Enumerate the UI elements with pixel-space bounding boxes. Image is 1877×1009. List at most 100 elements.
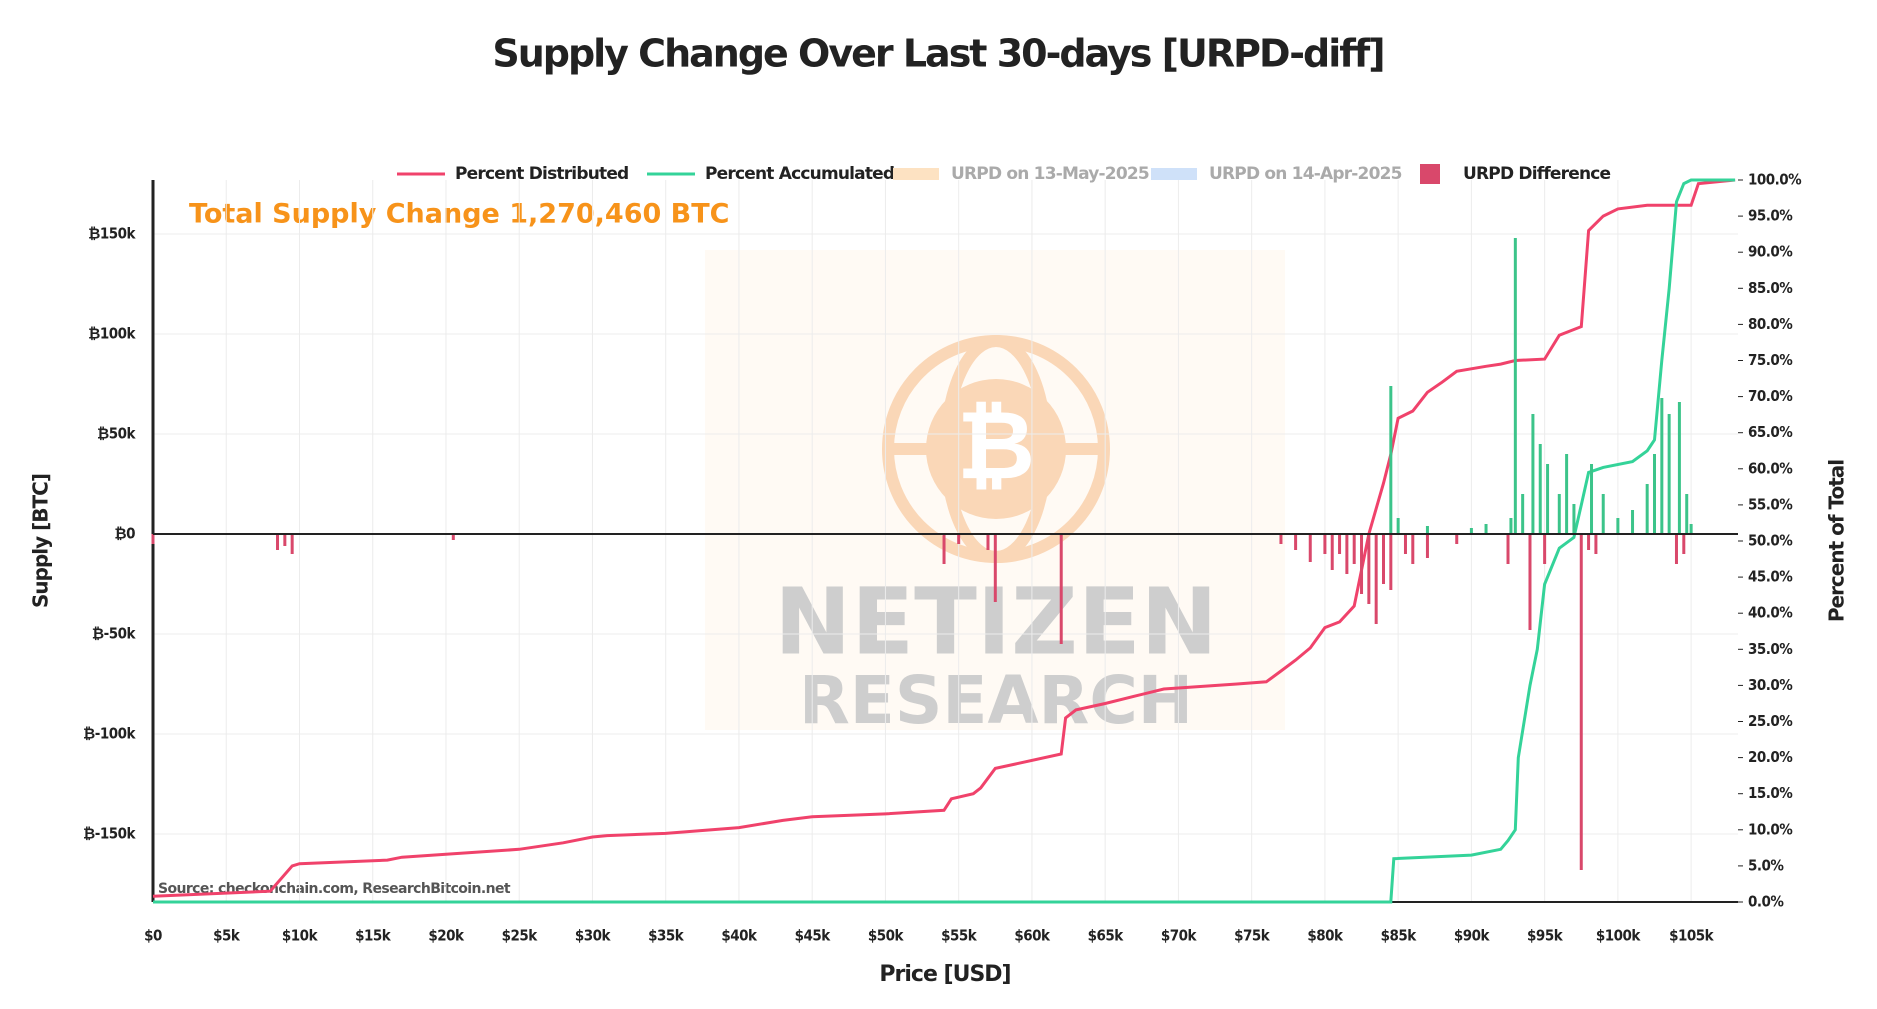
bar xyxy=(1543,534,1547,564)
y-tick-label: ₿50k xyxy=(97,425,137,443)
y2-tick-label: 90.0% xyxy=(1748,243,1793,261)
bar xyxy=(1484,524,1488,534)
bar xyxy=(1590,464,1594,534)
x-tick-label: $45k xyxy=(795,927,832,945)
bar xyxy=(993,534,997,602)
line xyxy=(153,178,1736,904)
bar xyxy=(1389,534,1393,590)
y2-tick-label: 0.0% xyxy=(1748,893,1784,911)
y2-tick-label: 50.0% xyxy=(1748,532,1793,550)
bar xyxy=(1455,534,1459,544)
bar xyxy=(1557,494,1561,534)
x-tick-label: $50k xyxy=(868,927,905,945)
bar xyxy=(1616,518,1620,534)
x-tick-label: $105k xyxy=(1669,927,1715,945)
y2-tick-label: 10.0% xyxy=(1748,820,1793,838)
bar xyxy=(1411,534,1415,564)
bar xyxy=(1279,534,1283,544)
x-tick-label: $25k xyxy=(502,927,539,945)
bar xyxy=(1506,534,1510,564)
bar xyxy=(451,534,455,540)
y-tick-label: ₿150k xyxy=(88,225,136,243)
bar xyxy=(1689,524,1693,534)
x-tick-label: $100k xyxy=(1596,927,1642,945)
watermark-coin xyxy=(926,379,1066,519)
watermark: ₿ NETIZEN RESEARCH xyxy=(705,250,1285,739)
y2-tick-label: 45.0% xyxy=(1748,568,1793,586)
y2-tick-label: 80.0% xyxy=(1748,315,1793,333)
x-tick-label: $40k xyxy=(721,927,758,945)
y2-tick-label: 55.0% xyxy=(1748,495,1793,513)
x-tick-label: $80k xyxy=(1307,927,1344,945)
bar xyxy=(957,534,961,544)
bar xyxy=(1360,534,1364,594)
bar xyxy=(1653,454,1657,534)
legend-label: Percent Distributed xyxy=(455,164,628,184)
bar xyxy=(1538,444,1542,534)
bar xyxy=(1338,534,1342,554)
legend-swatch xyxy=(1420,164,1440,184)
chart-title: Supply Change Over Last 30-days [URPD-di… xyxy=(492,32,1383,76)
x-tick-label: $0 xyxy=(144,927,162,945)
bar xyxy=(1059,534,1063,644)
bar xyxy=(1667,414,1671,534)
bar xyxy=(1546,464,1550,534)
bar xyxy=(1674,534,1678,564)
y2-tick-label: 25.0% xyxy=(1748,712,1793,730)
bar xyxy=(1396,518,1400,534)
y-tick-label: ₿-100k xyxy=(83,725,136,743)
x-tick-label: $65k xyxy=(1088,927,1125,945)
bar xyxy=(942,534,946,564)
bar xyxy=(1367,534,1371,604)
x-tick-label: $85k xyxy=(1381,927,1418,945)
bar xyxy=(1601,494,1605,534)
bar xyxy=(1587,534,1591,550)
bar xyxy=(283,534,287,546)
x-tick-label: $55k xyxy=(941,927,978,945)
y-axis-label: Supply [BTC] xyxy=(29,474,53,608)
bar xyxy=(1572,504,1576,534)
y2-tick-label: 15.0% xyxy=(1748,784,1793,802)
y2-tick-label: 65.0% xyxy=(1748,423,1793,441)
x-tick-label: $70k xyxy=(1161,927,1198,945)
bar xyxy=(1352,534,1356,564)
x-tick-label: $60k xyxy=(1014,927,1051,945)
x-tick-label: $75k xyxy=(1234,927,1271,945)
x-tick-label: $5k xyxy=(213,927,241,945)
bar xyxy=(1330,534,1334,570)
bar xyxy=(1513,238,1517,534)
bar xyxy=(1660,398,1664,534)
bar xyxy=(1294,534,1298,550)
bar xyxy=(1531,414,1535,534)
bar xyxy=(986,534,990,550)
bar xyxy=(1389,386,1393,534)
y2-tick-label: 100.0% xyxy=(1748,171,1802,189)
bar xyxy=(1374,534,1378,624)
x-tick-label: $10k xyxy=(282,927,319,945)
bar xyxy=(1685,494,1689,534)
legend-label: URPD Difference xyxy=(1463,164,1611,184)
y2-axis-label: Percent of Total xyxy=(1825,460,1849,622)
bar xyxy=(1631,510,1635,534)
y2-tick-label: 95.0% xyxy=(1748,207,1793,225)
bar xyxy=(1323,534,1327,554)
bar xyxy=(290,534,294,554)
y-tick-label: ₿0 xyxy=(114,525,135,543)
bar xyxy=(1677,402,1681,534)
bar xyxy=(1645,484,1649,534)
legend-swatch xyxy=(893,168,939,180)
bar xyxy=(1403,534,1407,554)
bar xyxy=(1565,454,1569,534)
bar xyxy=(1381,534,1385,584)
y-tick-label: ₿-50k xyxy=(92,625,137,643)
line xyxy=(152,178,1736,898)
bar xyxy=(1594,534,1598,554)
y2-tick-label: 30.0% xyxy=(1748,676,1793,694)
y2-tick-label: 70.0% xyxy=(1748,387,1793,405)
annotation: Total Supply Change 1,270,460 BTC xyxy=(189,199,730,230)
y2-tick-label: 20.0% xyxy=(1748,748,1793,766)
bar xyxy=(1345,534,1349,574)
bar xyxy=(1425,526,1429,534)
y2-tick-label: 5.0% xyxy=(1748,856,1784,874)
